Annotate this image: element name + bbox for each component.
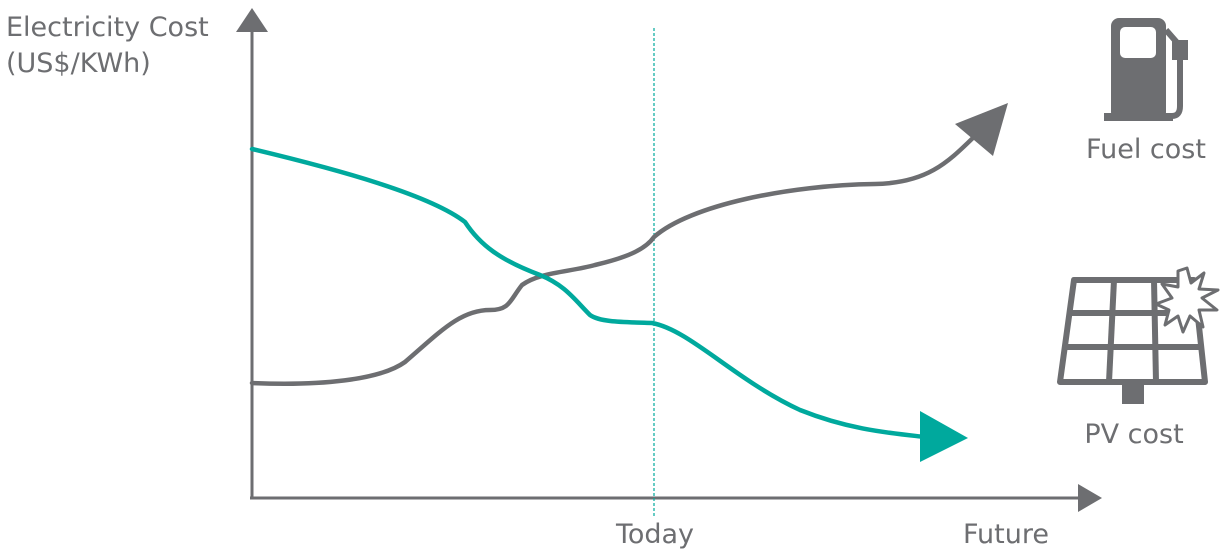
fuel-cost-line — [249, 130, 981, 386]
legend-fuel-cost: Fuel cost — [1086, 134, 1206, 165]
y-axis-label-line1: Electricity Cost — [6, 12, 209, 43]
solar-panel-icon — [1057, 266, 1220, 404]
fuel-pump-icon — [1104, 18, 1188, 121]
y-axis-arrow — [236, 8, 268, 32]
legend-pv-cost: PV cost — [1084, 419, 1183, 450]
y-axis-label-line2: (US$/KWh) — [6, 48, 151, 79]
pv-cost-arrowhead — [920, 411, 968, 462]
fuel-cost-arrowhead — [955, 103, 1008, 156]
pv-cost-line — [249, 146, 928, 440]
x-axis-arrow — [1078, 484, 1102, 512]
x-tick-today: Today — [615, 519, 694, 550]
x-tick-future: Future — [963, 519, 1049, 550]
